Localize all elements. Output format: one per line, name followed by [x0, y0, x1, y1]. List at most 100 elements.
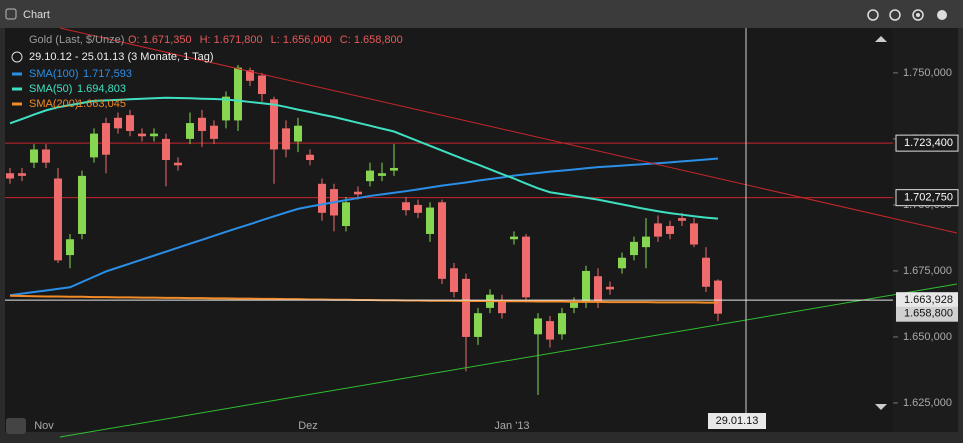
- resistance-trendline: [59, 27, 958, 234]
- help-button[interactable]: [867, 9, 879, 21]
- candle-body: [18, 173, 26, 176]
- candle-body: [678, 218, 686, 221]
- candle-body: [594, 276, 602, 303]
- candle-body: [114, 117, 122, 129]
- candle-body: [654, 223, 662, 237]
- candle-body: [342, 202, 350, 227]
- window-title: Chart: [23, 9, 50, 21]
- plot-area: [5, 28, 893, 432]
- x-tick-label: Jan '13: [494, 420, 529, 432]
- candle-body: [222, 96, 230, 121]
- candle-body: [618, 257, 626, 269]
- legend-name: SMA(200): [29, 98, 79, 110]
- candle-body: [510, 236, 518, 240]
- candle-body: [174, 162, 182, 166]
- y-tick-label: 1.650,000: [903, 331, 952, 343]
- candle-body: [462, 278, 470, 337]
- level-box: [895, 134, 959, 152]
- ohlc-value: H: 1.671,800: [200, 34, 263, 46]
- settings-button[interactable]: [912, 9, 924, 21]
- candle-body: [402, 202, 410, 211]
- candle-body: [606, 286, 614, 290]
- candle-body: [282, 128, 290, 150]
- candle-body: [534, 318, 542, 335]
- legend: Gold (Last, $/Unze) O: 1.671,350 H: 1.671…: [11, 34, 403, 63]
- candle-body: [642, 236, 650, 248]
- candle-body: [570, 302, 578, 308]
- candle-body: [690, 223, 698, 245]
- candle-body: [210, 125, 218, 139]
- reset-button[interactable]: [889, 9, 901, 21]
- candle-body: [450, 268, 458, 293]
- candle-body: [150, 133, 158, 137]
- legend-value: 1.717,593: [83, 68, 132, 80]
- instrument: Gold (Last, $/Unze): [29, 34, 124, 46]
- support-trendline: [59, 283, 958, 438]
- ohlc-value: L: 1.656,000: [271, 34, 332, 46]
- window-buttons[interactable]: [867, 9, 947, 21]
- candle-body: [186, 123, 194, 139]
- candle-body: [546, 321, 554, 340]
- ohlc-value: C: 1.658,800: [340, 34, 403, 46]
- level-label: 1.702,750: [904, 192, 953, 204]
- candle-body: [714, 280, 722, 314]
- sma-line: [9, 157, 719, 297]
- candle-body: [30, 149, 38, 163]
- price-box: [896, 292, 958, 309]
- candle-body: [306, 154, 314, 161]
- price-label: 1.663,928: [904, 294, 953, 306]
- candle-body: [630, 241, 638, 256]
- candle-body: [294, 125, 302, 142]
- candle-body: [54, 178, 62, 261]
- candle-body: [66, 239, 74, 256]
- x-tick-label: Nov: [34, 420, 54, 432]
- level-label: 1.723,400: [904, 137, 953, 149]
- candle-body: [198, 117, 206, 131]
- level-box: [895, 189, 959, 207]
- candle-body: [126, 115, 134, 131]
- y-tick-label: 1.675,000: [903, 265, 952, 277]
- y-tick-label: 1.625,000: [903, 397, 952, 409]
- x-tick-label: Dez: [298, 420, 318, 432]
- legend-name: SMA(100): [29, 68, 79, 80]
- title-bar: [0, 0, 963, 28]
- scroll-up[interactable]: [875, 36, 887, 42]
- y-tick-label: 1.750,000: [903, 67, 952, 79]
- candle-body: [258, 75, 266, 95]
- candle-body: [78, 175, 86, 234]
- candle-body: [474, 313, 482, 337]
- close-button[interactable]: [937, 10, 947, 20]
- candle-body: [138, 133, 146, 137]
- candle-body: [318, 183, 326, 213]
- candle-body: [366, 170, 374, 182]
- close-box: [896, 306, 958, 322]
- candle-body: [558, 313, 566, 335]
- legend-value: 1.694,803: [77, 83, 126, 95]
- date-box: [708, 413, 766, 429]
- legend-value: 1.663,045: [77, 98, 126, 110]
- candle-body: [234, 67, 242, 121]
- candle-body: [414, 204, 422, 213]
- candle-body: [522, 236, 530, 298]
- candle-body: [270, 99, 278, 150]
- candle-body: [42, 149, 50, 163]
- ohlc-value: O: 1.671,350: [128, 34, 192, 46]
- legend-name: SMA(50): [29, 83, 72, 95]
- candle-body: [162, 138, 170, 161]
- overlay: SMA(100) 1.717,593 SMA(50) 1.694,803 SMA(200…: [5, 68, 959, 322]
- ohlc: O: 1.671,350 H: 1.671,800 L: 1.656,000 C: 1…: [128, 34, 403, 46]
- date-range: 29.10.12 - 25.01.13 (3 Monate, 1 Tag): [29, 51, 213, 63]
- pan-button[interactable]: [6, 418, 26, 434]
- settings-dot: [916, 13, 920, 17]
- scroll-down[interactable]: [875, 404, 887, 410]
- candle-body: [666, 226, 674, 234]
- candle-body: [702, 257, 710, 287]
- candle-body: [390, 167, 398, 171]
- candle-body: [498, 299, 506, 314]
- candle-body: [246, 70, 254, 81]
- candle-body: [6, 173, 14, 179]
- candle-body: [102, 123, 110, 155]
- candle-body: [426, 207, 434, 234]
- candle-body: [438, 202, 446, 279]
